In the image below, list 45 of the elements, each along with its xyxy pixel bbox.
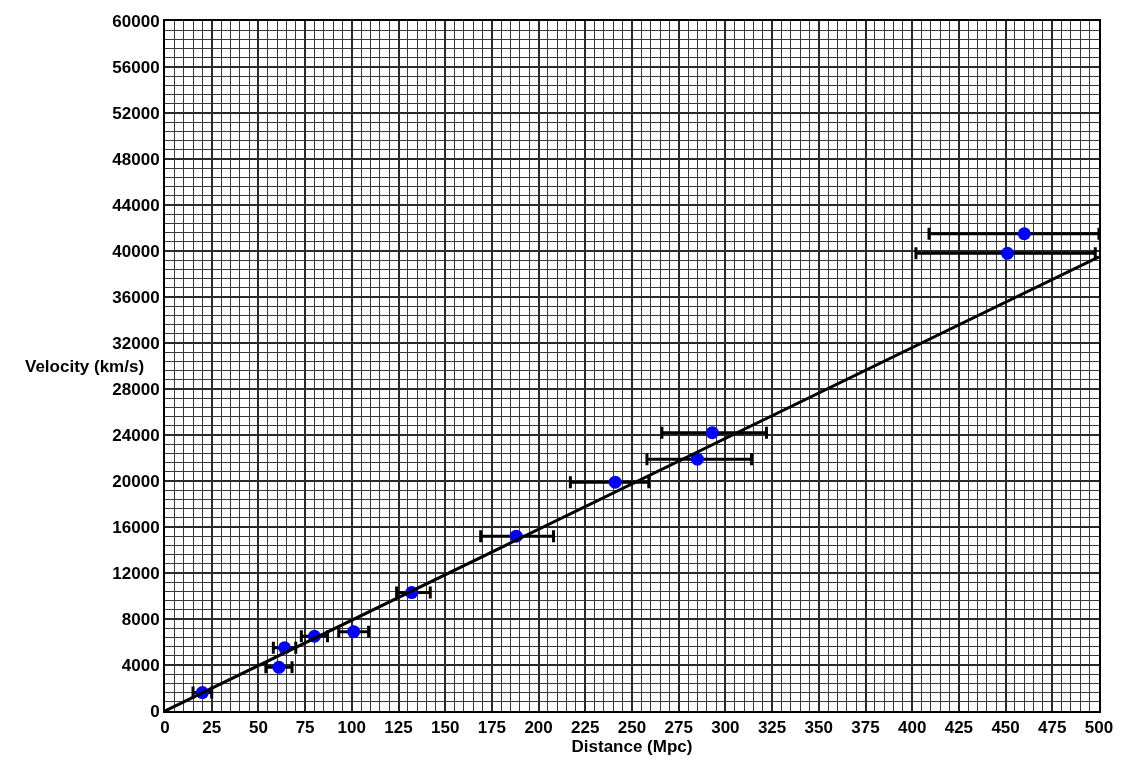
- y-tick-label: 16000: [112, 517, 160, 537]
- point: [1017, 227, 1031, 241]
- point: [272, 660, 286, 674]
- x-tick-label: 150: [431, 718, 460, 738]
- y-tick-label: 48000: [112, 149, 160, 169]
- point: [608, 475, 622, 489]
- x-tick-label: 400: [898, 718, 927, 738]
- x-tick-label: 125: [384, 718, 413, 738]
- point: [347, 625, 361, 639]
- x-tick-label: 450: [991, 718, 1020, 738]
- point: [690, 452, 704, 466]
- x-axis-title: Distance (Mpc): [571, 737, 693, 757]
- x-tick-label: 50: [248, 718, 268, 738]
- x-tick-label: 175: [477, 718, 507, 738]
- x-tick-label: 275: [664, 718, 693, 738]
- y-tick-label: 60000: [112, 11, 160, 31]
- x-tick-label: 225: [571, 718, 600, 738]
- x-tick-label: 350: [804, 718, 833, 738]
- y-tick-label: 36000: [112, 287, 160, 307]
- x-tick-label: 475: [1038, 718, 1067, 738]
- x-tick-label: 500: [1084, 718, 1114, 738]
- y-tick-label: 24000: [112, 425, 160, 445]
- point: [705, 426, 719, 440]
- y-tick-label: 8000: [121, 609, 160, 629]
- point: [1000, 246, 1014, 260]
- y-tick-label: 52000: [112, 103, 160, 123]
- y-axis-title: Velocity (km/s): [25, 357, 145, 376]
- x-tick-label: 425: [944, 718, 974, 738]
- x-tick-label: 200: [524, 718, 553, 738]
- y-tick-label: 40000: [112, 241, 160, 261]
- x-tick-label: 325: [757, 718, 787, 738]
- y-tick-label: 4000: [121, 655, 160, 675]
- x-tick-label: 25: [202, 718, 222, 738]
- x-tick-label: 100: [337, 718, 366, 738]
- x-tick-label: 300: [711, 718, 740, 738]
- y-tick-label: 44000: [112, 195, 160, 215]
- y-tick-label: 32000: [112, 333, 160, 353]
- y-tick-label: 28000: [112, 379, 160, 399]
- y-tick-label: 20000: [112, 471, 160, 491]
- x-tick-label: 75: [295, 718, 315, 738]
- x-tick-label: 375: [851, 718, 880, 738]
- x-tick-label: 250: [617, 718, 647, 738]
- y-tick-label: 56000: [112, 57, 160, 77]
- y-tick-label: 0: [150, 701, 160, 721]
- y-tick-label: 12000: [112, 563, 160, 583]
